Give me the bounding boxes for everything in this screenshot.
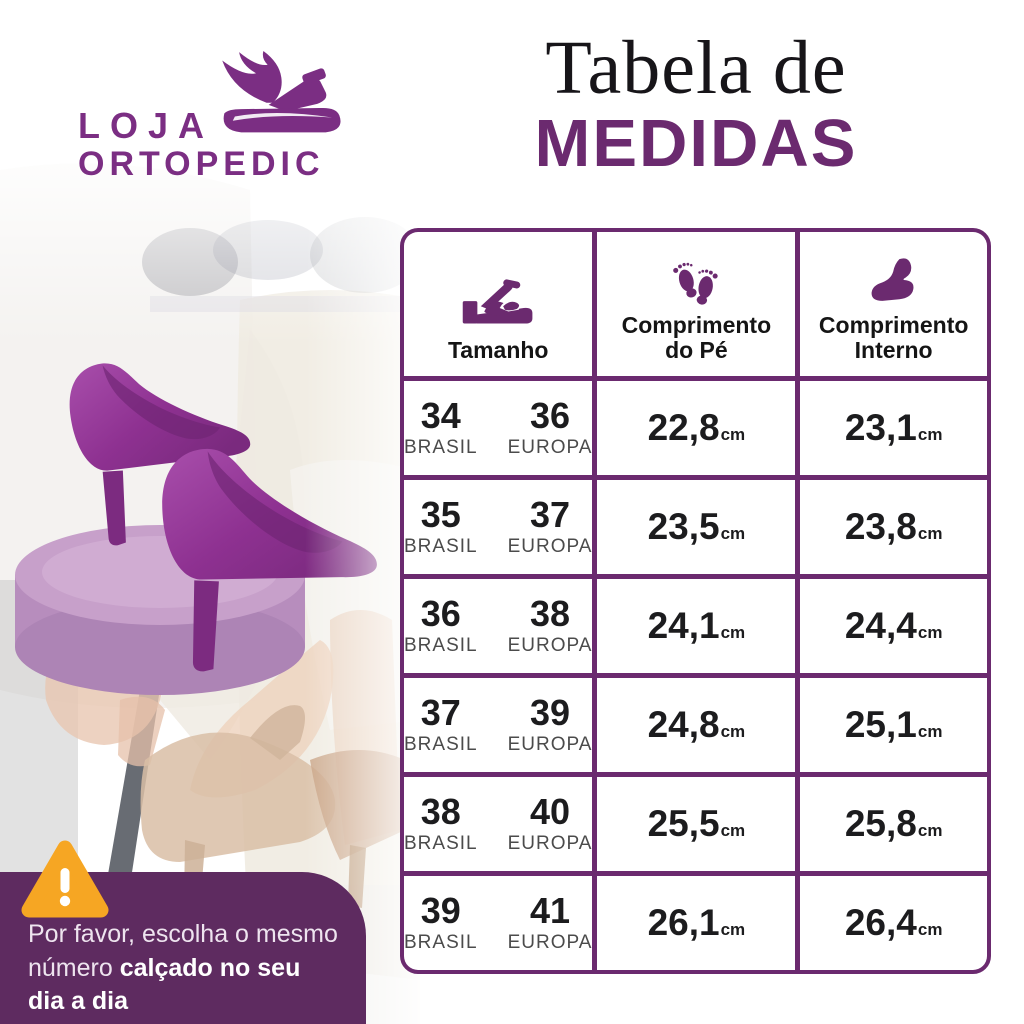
internal-length-value: 23,1 — [844, 407, 917, 448]
brasil-label: BRASIL — [404, 833, 478, 855]
table-row-size: 37 BRASIL 39 EUROPA — [404, 678, 593, 772]
foot-length-value: 26,1 — [647, 902, 720, 943]
internal-length-value: 24,4 — [844, 605, 917, 646]
europa-label: EUROPA — [507, 635, 593, 657]
display-pedestal — [15, 525, 305, 695]
size-europa: 37 — [529, 493, 571, 535]
unit-label: cm — [917, 524, 943, 543]
header-comprimento-pe: Comprimento do Pé — [597, 232, 796, 376]
table-row-internal-length: 25,1 cm — [800, 678, 987, 772]
internal-length-value: 26,4 — [844, 902, 917, 943]
europa-label: EUROPA — [507, 833, 593, 855]
table-row-internal-length: 23,8 cm — [800, 480, 987, 574]
unit-label: cm — [720, 524, 746, 543]
foot-side-icon — [867, 243, 921, 305]
table-row-foot-length: 25,5 cm — [597, 777, 796, 871]
table-row-internal-length: 23,1 cm — [800, 381, 987, 475]
table-row-foot-length: 22,8 cm — [597, 381, 796, 475]
brasil-label: BRASIL — [404, 932, 478, 954]
internal-length-value: 25,1 — [844, 704, 917, 745]
unit-label: cm — [917, 623, 943, 642]
size-europa: 39 — [529, 691, 571, 733]
page-title: Tabela de MEDIDAS — [400, 26, 992, 181]
size-brasil: 34 — [420, 394, 461, 436]
foot-length-value: 23,5 — [647, 506, 720, 547]
size-brasil: 36 — [420, 592, 461, 634]
internal-length-value: 25,8 — [844, 803, 917, 844]
table-row-size: 34 BRASIL 36 EUROPA — [404, 381, 593, 475]
size-europa: 40 — [529, 790, 571, 832]
unit-label: cm — [720, 821, 746, 840]
store-logo: LOJA ORTOPEDIC — [70, 50, 360, 190]
size-brasil: 37 — [420, 691, 461, 733]
notice-text-bold: calçado no seu dia a dia — [28, 953, 301, 1016]
brasil-label: BRASIL — [404, 536, 478, 558]
unit-label: cm — [917, 722, 943, 741]
foot-length-value: 25,5 — [647, 803, 720, 844]
unit-label: cm — [917, 821, 943, 840]
unit-label: cm — [917, 920, 943, 939]
europa-label: EUROPA — [507, 536, 593, 558]
title-line-1: Tabela de — [545, 26, 847, 110]
column-label: Tamanho — [447, 337, 549, 364]
size-brasil: 39 — [420, 889, 461, 931]
foot-length-value: 22,8 — [647, 407, 720, 448]
column-label: Comprimento Interno — [818, 311, 969, 364]
table-row-size: 35 BRASIL 37 EUROPA — [404, 480, 593, 574]
notice-text: Por favor, escolha o mesmo número calçad… — [28, 918, 340, 1019]
logo-text-ortopedic: ORTOPEDIC — [78, 145, 325, 183]
logo-text-loja: LOJA — [78, 105, 215, 146]
table-row-size: 39 BRASIL 41 EUROPA — [404, 876, 593, 970]
column-label: Comprimento do Pé — [621, 311, 772, 364]
table-row-foot-length: 26,1 cm — [597, 876, 796, 970]
footprints-icon — [670, 243, 722, 305]
table-row-internal-length: 26,4 cm — [800, 876, 987, 970]
unit-label: cm — [720, 920, 746, 939]
warning-triangle-icon — [21, 840, 109, 918]
table-row-foot-length: 24,8 cm — [597, 678, 796, 772]
europa-label: EUROPA — [507, 734, 593, 756]
size-table: Tamanho — [400, 228, 991, 974]
lifestyle-photo — [0, 130, 420, 1024]
internal-length-value: 23,8 — [844, 506, 917, 547]
header-tamanho: Tamanho — [404, 232, 593, 376]
header-comprimento-interno: Comprimento Interno — [800, 232, 987, 376]
table-row-internal-length: 24,4 cm — [800, 579, 987, 673]
unit-label: cm — [720, 623, 746, 642]
size-brasil: 38 — [420, 790, 461, 832]
heeled-sandal-icon — [455, 268, 541, 330]
title-line-2: MEDIDAS — [534, 105, 858, 181]
size-brasil: 35 — [420, 493, 461, 535]
size-europa: 41 — [529, 889, 571, 931]
unit-label: cm — [720, 722, 746, 741]
size-europa: 38 — [529, 592, 571, 634]
brasil-label: BRASIL — [404, 635, 478, 657]
foot-length-value: 24,1 — [647, 605, 720, 646]
table-row-foot-length: 24,1 cm — [597, 579, 796, 673]
europa-label: EUROPA — [507, 437, 593, 459]
size-europa: 36 — [529, 394, 571, 436]
europa-label: EUROPA — [507, 932, 593, 954]
brasil-label: BRASIL — [404, 437, 478, 459]
brasil-label: BRASIL — [404, 734, 478, 756]
notice-text-regular: Por favor, escolha o mesmo número — [28, 920, 338, 982]
foot-length-value: 24,8 — [647, 704, 720, 745]
winged-sandal-icon — [222, 51, 341, 133]
unit-label: cm — [720, 425, 746, 444]
table-row-size: 38 BRASIL 40 EUROPA — [404, 777, 593, 871]
notice-box: Por favor, escolha o mesmo número calçad… — [0, 872, 366, 1024]
table-row-internal-length: 25,8 cm — [800, 777, 987, 871]
table-row-size: 36 BRASIL 38 EUROPA — [404, 579, 593, 673]
table-row-foot-length: 23,5 cm — [597, 480, 796, 574]
unit-label: cm — [917, 425, 943, 444]
